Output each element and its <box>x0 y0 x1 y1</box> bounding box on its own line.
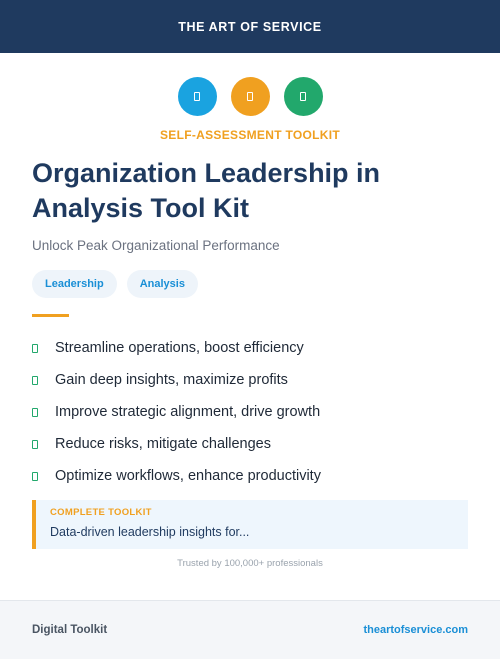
list-item: Optimize workflows, enhance productivity <box>32 460 321 492</box>
book-icon <box>177 77 217 116</box>
tag-analysis[interactable]: Analysis <box>126 270 198 298</box>
website-link[interactable]: theartofservice.com <box>363 624 468 636</box>
trust-note: Trusted by 100,000+ professionals <box>177 558 323 569</box>
page-title: Organization Leadership in Analysis Tool… <box>32 158 381 223</box>
check-icon <box>32 407 38 417</box>
feature-text: Improve strategic alignment, drive growt… <box>55 404 321 420</box>
check-icon <box>32 471 38 481</box>
tag-list: Leadership Analysis <box>32 270 198 298</box>
check-icon <box>32 343 38 353</box>
clipboard-icon <box>230 77 270 116</box>
footer-bar: Digital Toolkit theartofservice.com <box>0 600 500 659</box>
accent-divider <box>32 314 69 317</box>
feature-text: Optimize workflows, enhance productivity <box>55 468 321 484</box>
feature-list: Streamline operations, boost efficiency … <box>32 332 321 492</box>
list-item: Improve strategic alignment, drive growt… <box>32 396 321 428</box>
list-item: Reduce risks, mitigate challenges <box>32 428 321 460</box>
check-icon <box>32 439 38 449</box>
check-icon <box>32 375 38 385</box>
footer-label: Digital Toolkit <box>32 624 108 636</box>
feature-text: Reduce risks, mitigate challenges <box>55 436 271 452</box>
header-bar: THE ART OF SERVICE <box>0 0 500 53</box>
kicker-label: SELF-ASSESSMENT TOOLKIT <box>159 128 341 142</box>
tag-leadership[interactable]: Leadership <box>32 270 117 298</box>
brand-name: THE ART OF SERVICE <box>178 19 322 34</box>
subtitle: Unlock Peak Organizational Performance <box>32 238 280 253</box>
feature-text: Streamline operations, boost efficiency <box>55 340 304 356</box>
chart-icon <box>283 77 323 116</box>
callout-text: Data-driven leadership insights for... <box>50 525 250 539</box>
icon-row <box>0 77 500 116</box>
toolkit-callout: COMPLETE TOOLKIT Data-driven leadership … <box>32 500 468 549</box>
callout-label: COMPLETE TOOLKIT <box>50 507 152 518</box>
list-item: Streamline operations, boost efficiency <box>32 332 321 364</box>
feature-text: Gain deep insights, maximize profits <box>55 372 288 388</box>
list-item: Gain deep insights, maximize profits <box>32 364 321 396</box>
